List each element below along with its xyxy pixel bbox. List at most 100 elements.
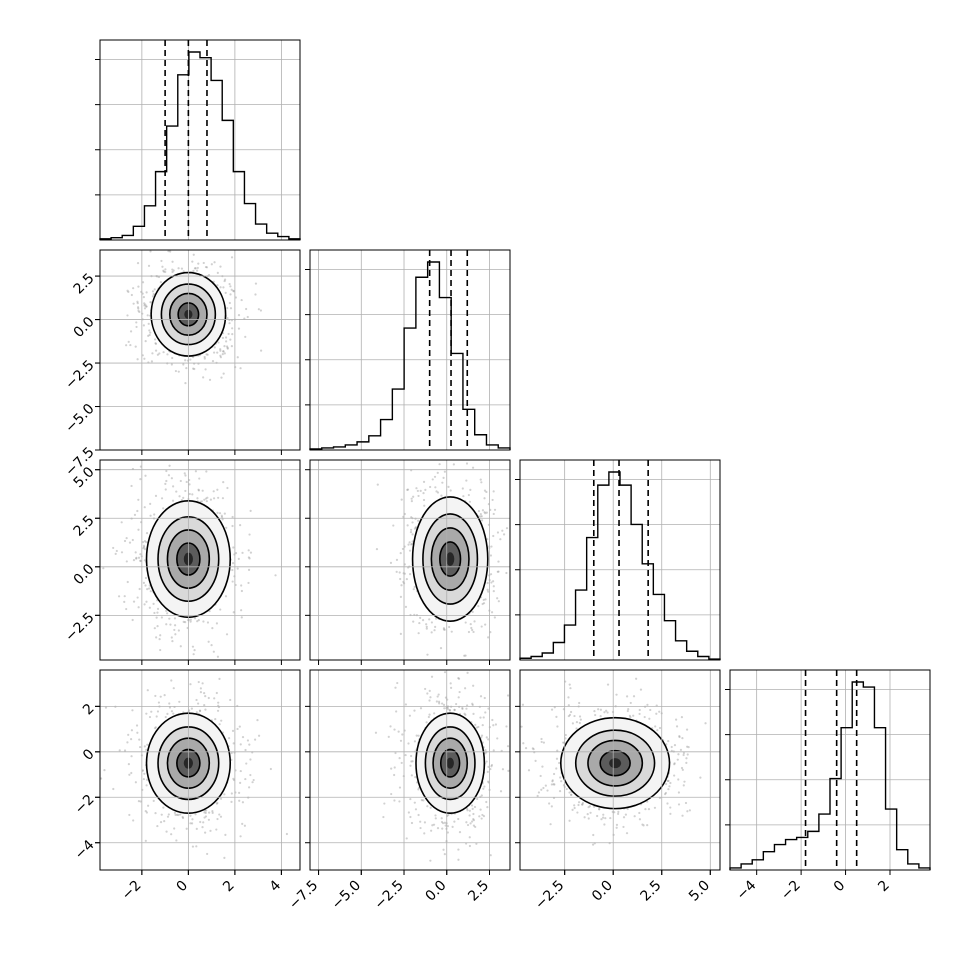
scatter-point — [492, 512, 495, 516]
scatter-point — [241, 822, 244, 826]
scatter-point — [396, 681, 399, 685]
scatter-point — [149, 514, 152, 517]
panel-frame — [309, 669, 511, 871]
histogram-panel-2 — [515, 459, 721, 661]
scatter-point — [248, 786, 251, 789]
scatter-point — [470, 804, 474, 807]
scatter-point — [197, 262, 200, 265]
scatter-point — [199, 687, 202, 690]
scatter-point — [433, 712, 436, 715]
scatter-point — [479, 478, 482, 481]
scatter-point — [457, 677, 460, 680]
scatter-point — [441, 702, 444, 705]
scatter-point — [466, 809, 469, 812]
scatter-point — [482, 602, 486, 605]
scatter-point — [625, 832, 629, 835]
scatter-point — [453, 708, 456, 711]
scatter-point — [202, 376, 205, 379]
scatter-point — [472, 824, 476, 827]
scatter-point — [202, 821, 205, 824]
scatter-point — [415, 734, 418, 737]
scatter-point — [411, 533, 414, 536]
scatter-point — [431, 824, 434, 827]
scatter-point — [222, 372, 225, 375]
scatter-point — [142, 581, 146, 584]
scatter-point — [126, 314, 129, 317]
scatter-point — [464, 713, 467, 716]
scatter-point — [228, 322, 231, 325]
scatter-point — [224, 336, 228, 339]
scatter-point — [244, 335, 247, 338]
y-tick-label: 0.0 — [71, 561, 98, 588]
scatter-point — [669, 781, 672, 785]
scatter-point — [443, 853, 446, 856]
scatter-point — [206, 496, 209, 499]
scatter-point — [152, 292, 155, 296]
scatter-point — [398, 786, 402, 789]
scatter-point — [466, 671, 469, 674]
scatter-point — [420, 799, 423, 802]
scatter-point — [196, 620, 199, 623]
scatter-point — [586, 813, 589, 816]
scatter-point — [439, 647, 443, 650]
scatter-point — [171, 640, 174, 643]
scatter-point — [468, 836, 471, 839]
scatter-point — [170, 477, 173, 480]
scatter-point — [501, 529, 504, 532]
scatter-point — [130, 738, 133, 741]
scatter-point — [215, 622, 219, 625]
scatter-point — [189, 620, 192, 623]
scatter-point — [412, 495, 415, 498]
scatter-point — [602, 816, 605, 819]
scatter-point — [216, 271, 219, 274]
scatter-point — [413, 527, 417, 530]
scatter-point — [506, 694, 510, 697]
scatter-point — [409, 815, 412, 819]
scatter-point — [241, 801, 245, 804]
scatter-point — [135, 557, 138, 560]
scatter-point — [484, 711, 487, 714]
scatter-point — [238, 799, 241, 802]
scatter-point — [537, 791, 541, 794]
scatter-point — [134, 551, 137, 554]
scatter-point — [461, 707, 464, 711]
scatter-point — [160, 813, 163, 816]
scatter-point — [128, 813, 131, 817]
scatter-point — [148, 329, 151, 332]
scatter-point — [189, 358, 192, 361]
scatter-point — [197, 702, 200, 705]
scatter-point — [474, 723, 477, 726]
scatter-point — [594, 713, 597, 717]
scatter-point — [575, 721, 578, 724]
scatter-point — [171, 270, 174, 274]
scatter-point — [185, 827, 188, 830]
scatter-point — [206, 621, 210, 624]
scatter-point — [169, 623, 172, 626]
scatter-point — [638, 712, 641, 716]
scatter-point — [654, 725, 657, 728]
scatter-point — [157, 701, 161, 704]
scatter-point — [429, 806, 432, 809]
scatter-point — [428, 699, 431, 702]
scatter-point — [229, 293, 232, 296]
scatter-point — [241, 551, 244, 554]
scatter-point — [484, 749, 487, 752]
scatter-point — [443, 707, 446, 710]
scatter-point — [443, 821, 446, 824]
scatter-point — [430, 621, 433, 624]
scatter-point — [480, 625, 483, 628]
scatter-point — [147, 587, 151, 590]
scatter-point — [170, 679, 173, 682]
scatter-point — [397, 730, 400, 733]
scatter-point — [240, 616, 243, 619]
x-tick-label: −5.0 — [329, 878, 364, 913]
scatter-point — [404, 605, 408, 608]
scatter-point — [564, 733, 567, 737]
scatter-point — [219, 265, 222, 268]
scatter-point — [204, 831, 207, 834]
scatter-point — [174, 369, 177, 373]
scatter-point — [234, 552, 238, 555]
y-tick-label: 2 — [80, 701, 98, 719]
scatter-point — [467, 630, 471, 634]
scatter-point — [239, 769, 242, 773]
